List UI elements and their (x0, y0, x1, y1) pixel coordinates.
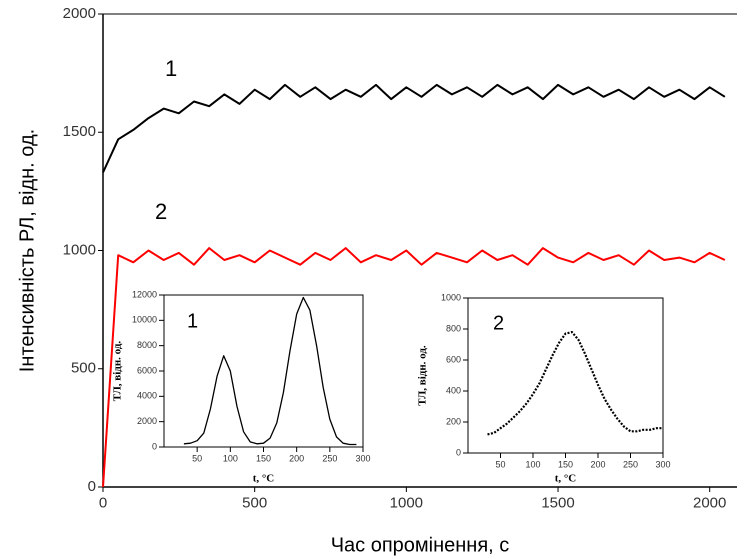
y-tick-label: 600 (446, 354, 461, 364)
y-tick-label: 400 (446, 385, 461, 395)
plot-frame (163, 294, 364, 448)
y-tick-label: 8000 (137, 340, 157, 350)
y-axis-label: ТЛ, відн. од. (417, 345, 429, 406)
x-tick-label: 2000 (693, 494, 726, 511)
x-axis-label: t, °C (253, 473, 275, 485)
y-tick-label: 0 (456, 447, 461, 457)
data-line (183, 296, 357, 446)
y-tick-label: 800 (446, 323, 461, 333)
y-tick-label: 0 (88, 478, 96, 495)
x-tick-label: 150 (558, 460, 573, 470)
data-line (102, 83, 726, 173)
y-tick-label: 12000 (132, 289, 157, 299)
x-tick-label: 100 (525, 460, 540, 470)
x-tick-label: 150 (256, 454, 271, 464)
x-axis-label: t, °C (555, 473, 577, 485)
series-label: 2 (155, 199, 167, 224)
y-tick-label: 2000 (63, 5, 96, 22)
x-tick-label: 200 (289, 454, 304, 464)
y-tick-label: 10000 (132, 315, 157, 325)
y-tick-label: 4000 (137, 391, 157, 401)
y-tick-label: 0 (152, 441, 157, 451)
inset-label: 2 (493, 312, 504, 334)
y-tick-label: 500 (71, 360, 96, 377)
x-tick-label: 100 (223, 454, 238, 464)
y-axis-label: ТЛ, відн. од. (112, 341, 124, 402)
x-tick-label: 200 (590, 460, 605, 470)
x-tick-label: 500 (242, 494, 267, 511)
x-tick-label: 250 (623, 460, 638, 470)
y-tick-label: 1000 (63, 241, 96, 258)
data-line (102, 247, 726, 488)
y-tick-label: 6000 (137, 365, 157, 375)
x-tick-label: 1000 (390, 494, 423, 511)
inset-label: 1 (187, 310, 198, 332)
x-tick-label: 0 (99, 494, 107, 511)
x-tick-label: 300 (355, 454, 370, 464)
y-tick-label: 1000 (441, 292, 461, 302)
x-tick-label: 50 (495, 460, 505, 470)
y-axis-label: Інтенсивність РЛ, відн. од. (16, 129, 38, 372)
y-tick-label: 200 (446, 416, 461, 426)
x-tick-label: 300 (655, 460, 670, 470)
y-tick-label: 1500 (63, 123, 96, 140)
x-tick-label: 50 (192, 454, 202, 464)
data-line (487, 331, 663, 436)
x-tick-label: 1500 (541, 494, 574, 511)
x-axis-label: Час опромінення, с (331, 534, 510, 556)
x-tick-label: 250 (322, 454, 337, 464)
series-label: 1 (165, 56, 177, 81)
y-tick-label: 2000 (137, 416, 157, 426)
